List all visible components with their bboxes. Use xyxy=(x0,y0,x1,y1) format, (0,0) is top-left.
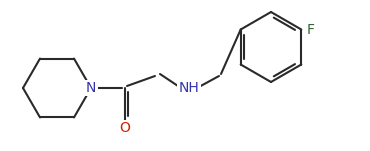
Text: NH: NH xyxy=(179,81,199,95)
Text: O: O xyxy=(120,121,131,135)
Text: F: F xyxy=(306,22,314,37)
Text: N: N xyxy=(86,81,96,95)
